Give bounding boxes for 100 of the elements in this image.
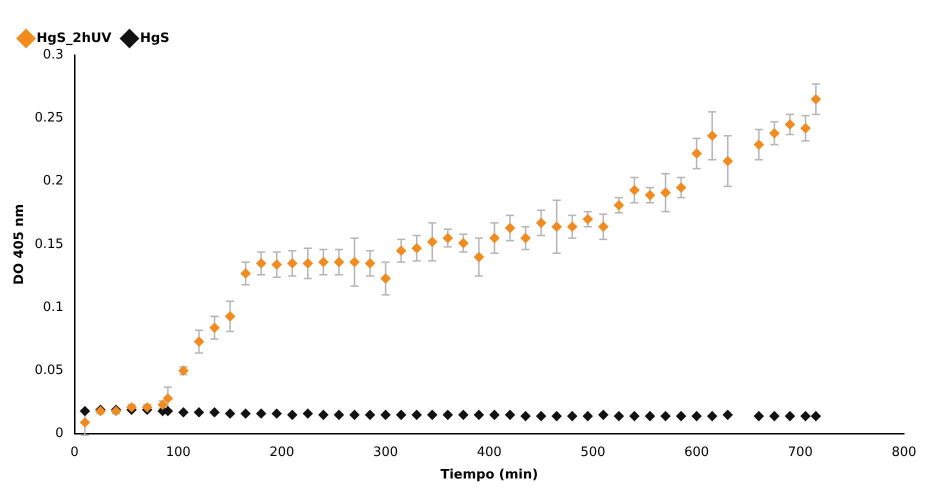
point: [598, 410, 608, 420]
point: [754, 411, 764, 422]
point: [162, 393, 173, 404]
point: [80, 417, 90, 428]
point: [644, 411, 655, 422]
point: [225, 408, 236, 419]
point: [582, 411, 593, 422]
x-tick-label: 500: [580, 444, 606, 460]
point: [427, 410, 438, 420]
point: [194, 407, 204, 418]
point: [396, 246, 406, 256]
point: [614, 411, 624, 422]
point: [256, 258, 266, 268]
point: [80, 406, 90, 416]
point: [810, 411, 821, 422]
x-tick-label: 200: [269, 444, 294, 460]
point: [412, 410, 422, 420]
y-tick-label: 0.05: [34, 363, 64, 378]
point: [365, 258, 376, 268]
point: [754, 140, 764, 150]
point: [334, 410, 344, 420]
point: [287, 410, 298, 420]
x-tick-label: 800: [892, 444, 916, 460]
x-tick-label: 0: [70, 444, 79, 460]
point: [644, 190, 655, 200]
point: [598, 222, 608, 232]
x-tick-label: 300: [373, 444, 398, 460]
point: [707, 411, 718, 422]
point: [520, 233, 531, 244]
point: [582, 214, 593, 224]
point: [412, 243, 422, 254]
point: [225, 311, 236, 322]
point: [458, 410, 468, 420]
point: [676, 411, 686, 422]
point: [240, 268, 251, 278]
y-axis-title: DO 405 nm: [12, 204, 28, 285]
point: [365, 410, 376, 420]
point: [442, 410, 453, 420]
point: [784, 119, 795, 130]
point: [272, 408, 282, 419]
point: [318, 410, 328, 420]
point: [442, 233, 453, 244]
y-tick-label: 0.3: [42, 47, 64, 62]
point: [210, 322, 220, 333]
point: [489, 410, 500, 420]
point: [349, 257, 360, 268]
y-tick-label: 0: [55, 426, 64, 442]
point: [800, 411, 811, 422]
point: [505, 222, 516, 233]
point: [660, 188, 671, 198]
point: [302, 408, 313, 419]
legend-label: HgS: [140, 30, 170, 46]
x-tick-label: 700: [788, 444, 813, 460]
point: [707, 130, 718, 141]
point: [505, 410, 516, 420]
x-axis-title: Tiempo (min): [440, 468, 538, 483]
point: [692, 148, 702, 158]
point: [629, 185, 640, 196]
point: [396, 410, 406, 420]
point: [614, 200, 624, 210]
point: [474, 410, 484, 420]
x-tick-label: 100: [166, 444, 191, 460]
point: [380, 273, 391, 284]
point: [552, 222, 562, 232]
point: [520, 411, 531, 422]
point: [692, 411, 702, 422]
point: [474, 252, 484, 262]
point: [458, 238, 468, 248]
point: [272, 260, 282, 270]
point: [380, 410, 391, 420]
point: [676, 182, 686, 193]
point: [240, 408, 251, 419]
point: [769, 411, 780, 422]
point: [784, 411, 795, 422]
point: [536, 218, 546, 228]
point: [194, 336, 204, 347]
point: [302, 258, 313, 268]
x-tick-label: 400: [476, 444, 502, 460]
point: [660, 411, 671, 422]
point: [427, 236, 438, 247]
point: [178, 407, 188, 418]
point: [287, 258, 298, 268]
y-tick-label: 0.1: [42, 300, 64, 315]
legend-label: HgS_2hUV: [36, 30, 112, 46]
point: [629, 411, 640, 422]
point: [722, 410, 733, 420]
point: [536, 411, 546, 422]
point: [722, 156, 733, 166]
y-tick-label: 0.15: [34, 236, 64, 252]
point: [349, 410, 360, 420]
y-tick-label: 0.25: [34, 110, 64, 126]
point: [210, 407, 220, 418]
point: [800, 123, 811, 134]
point: [334, 257, 344, 268]
point: [769, 128, 780, 138]
x-tick-label: 600: [684, 444, 710, 460]
point: [318, 257, 328, 268]
point: [489, 233, 500, 244]
point: [567, 222, 578, 232]
point: [552, 411, 562, 422]
